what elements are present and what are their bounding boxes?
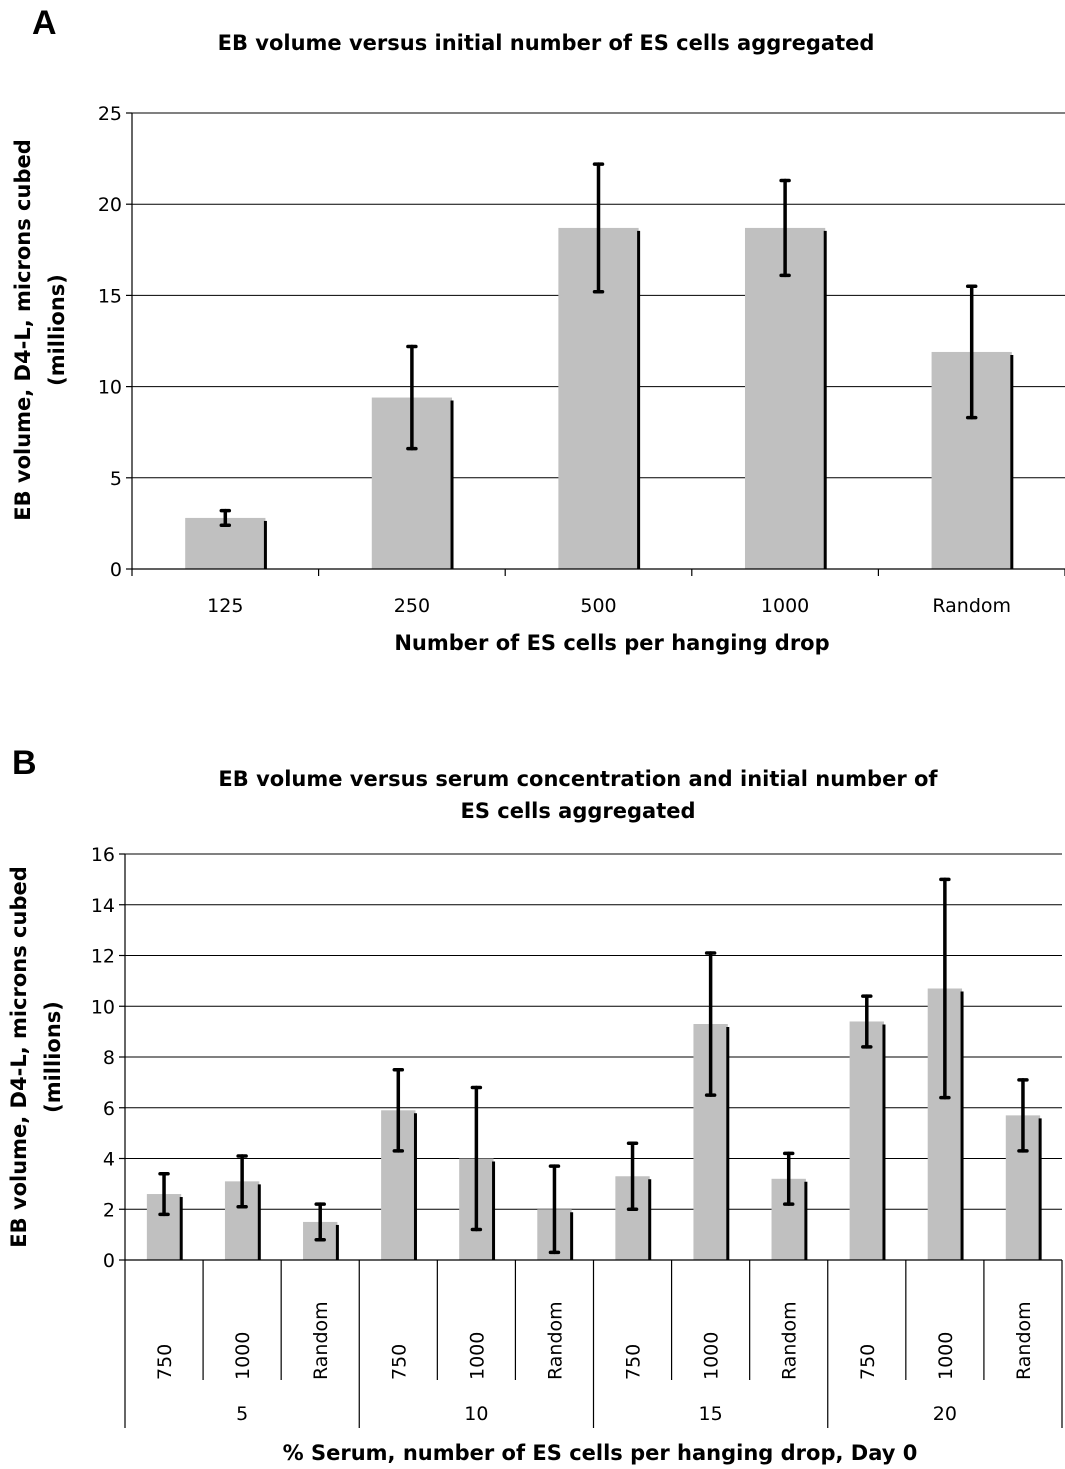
b-x-tick-label: 750 <box>388 1344 410 1380</box>
a-x-tick-label: 500 <box>580 595 616 617</box>
panel-b-error-bars <box>158 877 1029 1255</box>
b-y-tick-label: 12 <box>91 946 115 968</box>
panel-b-y-axis-label: EB volume, D4-L, microns cubed (millions… <box>7 866 65 1248</box>
panel-a-x-ticks: 125 250 500 1000 Random <box>207 595 1011 617</box>
panel-b-bars <box>146 988 1042 1260</box>
b-x-tick-label: 1000 <box>935 1332 957 1380</box>
panel-b-y-axis-label-line1: EB volume, D4-L, microns cubed <box>7 866 31 1248</box>
b-x-tick-label: 750 <box>623 1344 645 1380</box>
a-y-tick-label: 10 <box>98 377 122 399</box>
panel-a-y-axis-label: EB volume, D4-L, microns cubed (millions… <box>11 139 69 521</box>
a-x-tick-label: 1000 <box>761 595 809 617</box>
b-group-label: 10 <box>464 1403 488 1425</box>
b-x-tick-label: Random <box>1013 1301 1035 1380</box>
b-x-tick-label: 750 <box>857 1344 879 1380</box>
b-y-tick-label: 16 <box>91 844 115 866</box>
a-x-tick-label: 250 <box>394 595 430 617</box>
b-x-tick-label: 1000 <box>701 1332 723 1380</box>
a-bar <box>744 227 826 570</box>
a-y-tick-label: 15 <box>98 285 122 307</box>
panel-a-title: EB volume versus initial number of ES ce… <box>218 31 875 55</box>
b-group-label: 15 <box>699 1403 723 1425</box>
b-y-tick-label: 6 <box>103 1098 115 1120</box>
panel-b-x-axis-label: % Serum, number of ES cells per hanging … <box>283 1441 918 1465</box>
b-y-tick-label: 4 <box>103 1149 115 1171</box>
b-y-tick-label: 10 <box>91 996 115 1018</box>
b-group-label: 5 <box>236 1403 248 1425</box>
a-y-tick-label: 0 <box>110 559 122 581</box>
b-y-tick-label: 2 <box>103 1199 115 1221</box>
a-y-tick-label: 20 <box>98 194 122 216</box>
panel-b-title-line2: ES cells aggregated <box>460 799 695 823</box>
panel-a-letter: A <box>32 4 57 42</box>
panel-b-y-axis-label-line2: (millions) <box>41 1001 65 1113</box>
panel-b-gridlines <box>125 853 1062 1210</box>
panel-b-title-line1: EB volume versus serum concentration and… <box>218 767 938 791</box>
panel-b-x-ticks: 750 1000 Random 750 1000 Random 750 1000 Random 7… <box>154 1301 1035 1380</box>
b-x-tick-label: 750 <box>154 1344 176 1380</box>
b-y-tick-label: 0 <box>103 1250 115 1272</box>
panel-b-letter: B <box>12 744 37 782</box>
b-x-tick-label: 1000 <box>232 1332 254 1380</box>
a-y-tick-label: 5 <box>110 468 122 490</box>
panel-b: B EB volume versus serum concentration a… <box>7 744 1063 1465</box>
b-x-tick-label: 1000 <box>466 1332 488 1380</box>
panel-a-x-axis-label: Number of ES cells per hanging drop <box>394 631 829 655</box>
panel-a: A EB volume versus initial number of ES … <box>11 4 1065 655</box>
b-bar <box>849 1021 884 1260</box>
a-x-tick-label: Random <box>932 595 1011 617</box>
a-y-tick-label: 25 <box>98 103 122 125</box>
b-y-tick-label: 14 <box>91 895 115 917</box>
b-group-label: 20 <box>933 1403 957 1425</box>
panel-a-error-bars <box>219 162 978 527</box>
panel-a-y-ticks: 0 5 10 15 20 25 <box>98 103 122 581</box>
a-x-tick-label: 125 <box>207 595 243 617</box>
panel-a-axes <box>126 112 1065 576</box>
panel-a-y-axis-label-line2: (millions) <box>45 274 69 386</box>
b-x-tick-label: Random <box>779 1301 801 1380</box>
panel-a-y-axis-label-line1: EB volume, D4-L, microns cubed <box>11 139 35 521</box>
b-y-tick-label: 8 <box>103 1047 115 1069</box>
b-x-tick-label: Random <box>310 1301 332 1380</box>
panel-b-axes <box>119 853 1063 1428</box>
panel-b-y-ticks: 0 2 4 6 8 10 12 14 16 <box>91 844 115 1272</box>
panel-b-group-labels: 5 10 15 20 <box>236 1403 957 1425</box>
b-x-tick-label: Random <box>544 1301 566 1380</box>
